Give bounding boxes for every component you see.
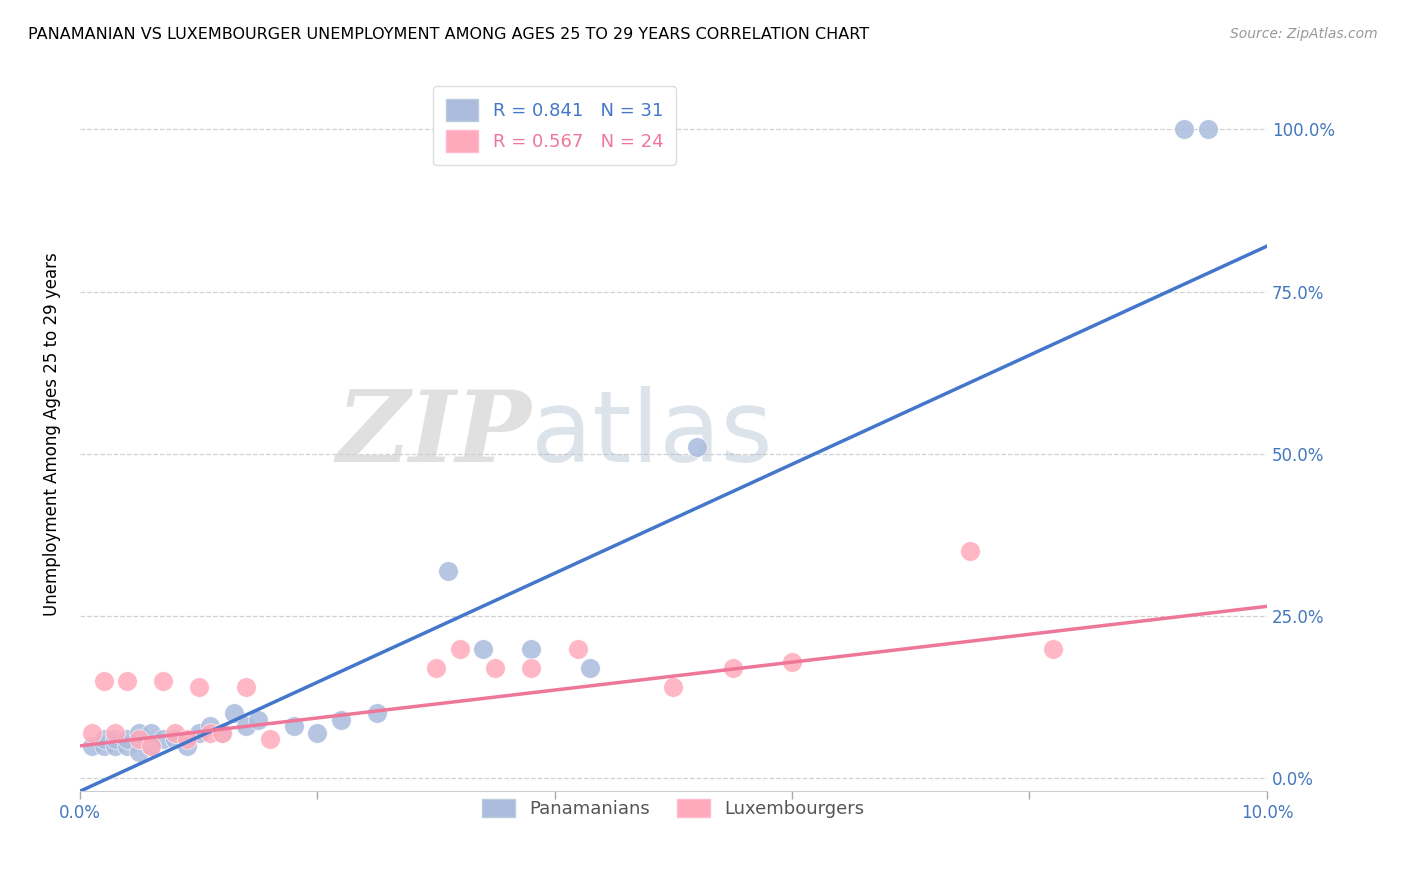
Point [366,706,388,721]
Point [472,641,495,656]
Point [235,681,257,695]
Point [163,726,186,740]
Point [959,544,981,558]
Point [307,726,329,740]
Point [200,719,222,733]
Point [128,745,150,759]
Point [152,732,174,747]
Point [780,655,803,669]
Point [80,726,103,740]
Point [139,739,162,753]
Point [686,441,709,455]
Point [1042,641,1064,656]
Point [224,706,246,721]
Point [128,726,150,740]
Text: atlas: atlas [531,386,772,483]
Point [259,732,281,747]
Point [567,641,589,656]
Point [176,732,198,747]
Point [235,719,257,733]
Point [187,726,209,740]
Point [117,739,139,753]
Y-axis label: Unemployment Among Ages 25 to 29 years: Unemployment Among Ages 25 to 29 years [44,252,60,616]
Point [211,726,233,740]
Point [1173,122,1195,136]
Point [211,726,233,740]
Point [1197,122,1219,136]
Point [520,661,543,675]
Point [330,713,353,727]
Text: PANAMANIAN VS LUXEMBOURGER UNEMPLOYMENT AMONG AGES 25 TO 29 YEARS CORRELATION CH: PANAMANIAN VS LUXEMBOURGER UNEMPLOYMENT … [28,27,869,42]
Point [104,732,127,747]
Point [425,661,447,675]
Point [662,681,685,695]
Point [152,673,174,688]
Text: ZIP: ZIP [336,386,531,483]
Legend: Panamanians, Luxembourgers: Panamanians, Luxembourgers [475,791,872,825]
Point [484,661,506,675]
Point [93,739,115,753]
Point [187,681,209,695]
Point [80,739,103,753]
Point [117,673,139,688]
Point [104,739,127,753]
Point [721,661,744,675]
Point [128,732,150,747]
Point [437,564,460,578]
Point [139,739,162,753]
Point [200,726,222,740]
Point [93,673,115,688]
Point [520,641,543,656]
Point [283,719,305,733]
Point [176,739,198,753]
Point [246,713,269,727]
Point [449,641,471,656]
Point [117,732,139,747]
Point [93,732,115,747]
Point [579,661,602,675]
Text: Source: ZipAtlas.com: Source: ZipAtlas.com [1230,27,1378,41]
Point [104,726,127,740]
Point [139,726,162,740]
Point [163,732,186,747]
